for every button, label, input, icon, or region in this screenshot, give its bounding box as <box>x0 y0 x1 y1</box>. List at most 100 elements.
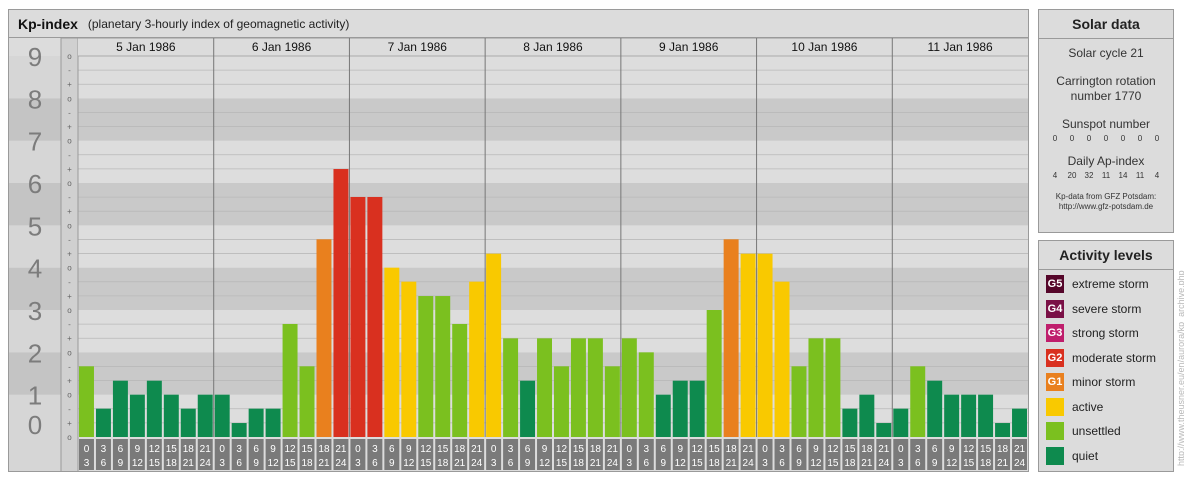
interval-start: 6 <box>389 444 395 455</box>
day-label: 5 Jan 1986 <box>116 40 176 54</box>
interval-end: 18 <box>166 458 178 469</box>
y-tick-label: 8 <box>28 84 42 114</box>
kp-chart-panel: Kp-index (planetary 3-hourly index of ge… <box>8 9 1029 472</box>
credit-link[interactable]: http://www.gfz-potsdam.de <box>1058 202 1154 211</box>
minor-tick-label: o <box>67 137 72 146</box>
solar-data-panel: Solar data Solar cycle 21 Carrington rot… <box>1038 9 1174 233</box>
interval-start: 9 <box>406 444 412 455</box>
solar-cycle: Solar cycle 21 <box>1068 46 1144 60</box>
interval-cell <box>910 439 926 470</box>
kp-bar <box>520 380 536 437</box>
interval-cell <box>129 439 145 470</box>
legend-swatch: G3 <box>1046 324 1064 343</box>
kp-bar <box>367 196 383 437</box>
interval-end: 6 <box>508 458 514 469</box>
interval-start: 21 <box>607 444 619 455</box>
interval-start: 6 <box>932 444 938 455</box>
minor-tick-column <box>61 38 78 471</box>
credit-line1: Kp-data from GFZ Potsdam: <box>1055 192 1157 201</box>
interval-end: 15 <box>827 458 839 469</box>
kp-bar <box>757 253 773 437</box>
kp-bar <box>978 394 994 437</box>
activity-levels-title: Activity levels <box>1039 241 1173 270</box>
kp-bar <box>655 394 671 437</box>
interval-cell <box>299 439 315 470</box>
interval-cell <box>316 439 332 470</box>
y-band <box>9 267 61 310</box>
interval-cell <box>554 439 569 470</box>
plot-band <box>78 267 1028 310</box>
kp-bar <box>995 423 1011 437</box>
legend-swatch <box>1046 446 1064 465</box>
y-band <box>9 98 61 141</box>
minor-tick-label: o <box>67 264 72 273</box>
interval-start: 3 <box>915 444 921 455</box>
activity-legend: G5 extreme storm G4 severe storm G3 strong st… <box>1039 270 1173 468</box>
kp-bar <box>706 310 722 437</box>
y-tick-label: 4 <box>28 254 42 284</box>
interval-cell <box>672 439 688 470</box>
interval-end: 12 <box>675 458 687 469</box>
legend-item-minor-storm: G1 minor storm <box>1039 370 1173 395</box>
plot-band <box>78 183 1028 226</box>
kp-bar <box>197 394 213 437</box>
interval-start: 0 <box>627 444 633 455</box>
interval-start: 3 <box>508 444 514 455</box>
interval-cell <box>825 439 841 470</box>
legend-swatch: G4 <box>1046 299 1064 318</box>
minor-tick-label: o <box>67 52 72 61</box>
interval-start: 15 <box>166 444 178 455</box>
ap-values: 4 20 32 11 14 11 4 <box>1039 171 1173 180</box>
kp-bar <box>112 380 128 437</box>
kp-bar <box>418 296 434 437</box>
legend-swatch: G2 <box>1046 348 1064 367</box>
ap-label: Daily Ap-index <box>1067 154 1145 168</box>
minor-tick-label: + <box>67 123 72 132</box>
interval-start: 3 <box>101 444 107 455</box>
y-band <box>9 352 61 395</box>
minor-tick-label: - <box>68 278 71 287</box>
interval-cell <box>655 439 671 470</box>
interval-end: 6 <box>236 458 242 469</box>
legend-label: unsettled <box>1072 424 1121 439</box>
interval-cell <box>146 439 162 470</box>
legend-item-strong-storm: G3 strong storm <box>1039 321 1173 346</box>
interval-start: 3 <box>644 444 650 455</box>
ap-value-3: 11 <box>1101 171 1111 180</box>
kp-bar <box>435 296 451 437</box>
interval-start: 12 <box>420 444 432 455</box>
day-label: 8 Jan 1986 <box>523 40 583 54</box>
kp-bar <box>333 169 349 437</box>
legend-item-extreme-storm: G5 extreme storm <box>1039 272 1173 297</box>
kp-bar <box>401 281 417 437</box>
interval-start: 0 <box>898 444 904 455</box>
interval-cell <box>689 439 705 470</box>
interval-cell <box>570 439 586 470</box>
kp-bar <box>876 423 892 437</box>
interval-cell <box>520 439 536 470</box>
interval-cell <box>927 439 943 470</box>
interval-cell <box>961 439 977 470</box>
y-tick-label: 6 <box>28 169 42 199</box>
kp-bar <box>638 352 654 437</box>
kp-bar <box>384 267 400 437</box>
interval-end: 15 <box>692 458 704 469</box>
ap-value-2: 32 <box>1084 171 1094 180</box>
interval-end: 21 <box>590 458 602 469</box>
interval-cell <box>95 439 111 470</box>
interval-start: 6 <box>118 444 124 455</box>
kp-bar <box>604 366 620 437</box>
interval-cell <box>452 439 468 470</box>
interval-end: 15 <box>284 458 296 469</box>
interval-end: 24 <box>471 458 483 469</box>
y-tick-label: 0 <box>28 410 42 440</box>
interval-end: 18 <box>844 458 856 469</box>
kp-bar <box>503 338 519 437</box>
legend-label: strong storm <box>1072 326 1139 341</box>
minor-tick-label: + <box>67 207 72 216</box>
legend-item-severe-storm: G4 severe storm <box>1039 297 1173 322</box>
interval-cell <box>231 439 247 470</box>
interval-start: 6 <box>796 444 802 455</box>
interval-cell <box>163 439 179 470</box>
kp-bar <box>469 281 485 437</box>
